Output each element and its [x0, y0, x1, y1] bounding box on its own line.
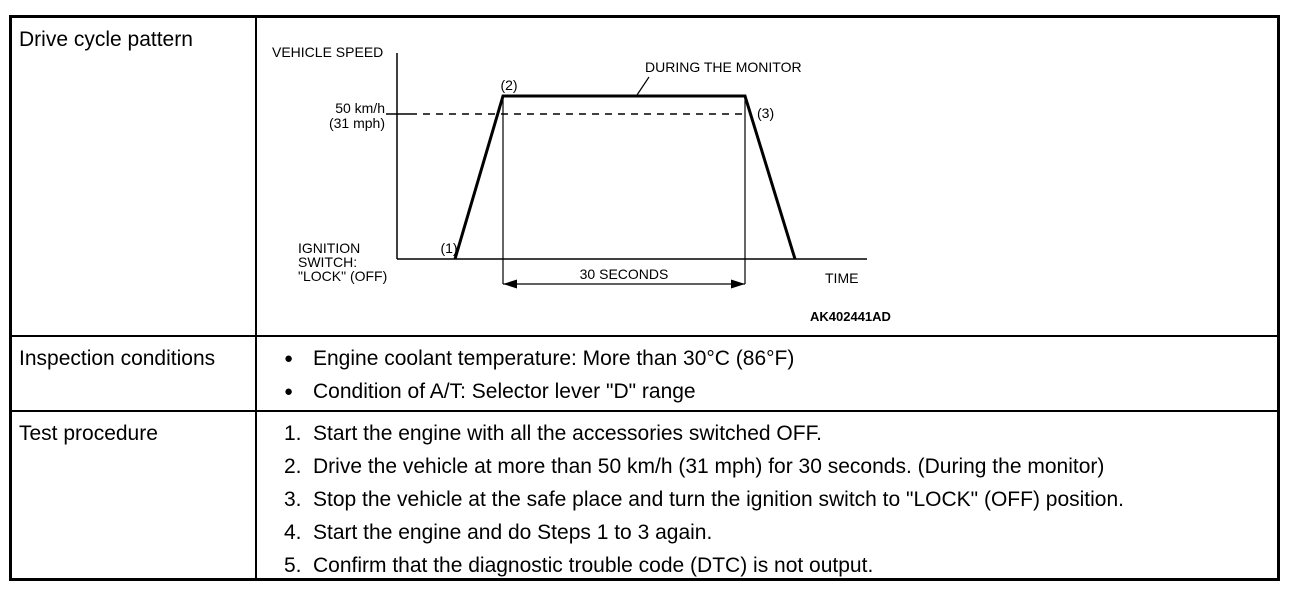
- test-procedure-list: 1. Start the engine with all the accesso…: [257, 412, 1277, 578]
- drive-cycle-table: Drive cycle pattern: [9, 15, 1280, 581]
- step-text: Drive the vehicle at more than 50 km/h (…: [313, 455, 1105, 478]
- y-axis-label: VEHICLE SPEED: [272, 44, 383, 60]
- duration-arrow-left-icon: [503, 279, 517, 289]
- monitor-label: DURING THE MONITOR: [645, 59, 802, 75]
- table-row-test-procedure: Test procedure 1. Start the engine with …: [12, 410, 1277, 578]
- speed-value-line2: (31 mph): [329, 115, 385, 131]
- point-2-label: (2): [500, 77, 517, 93]
- inspection-conditions-list: ● Engine coolant temperature: More than …: [257, 337, 1277, 410]
- step-text: Start the engine and do Steps 1 to 3 aga…: [313, 521, 713, 544]
- origin-label-line3: "LOCK" (OFF): [298, 268, 387, 284]
- speed-value-line1: 50 km/h: [335, 100, 385, 116]
- step-number: 5.: [284, 554, 302, 577]
- speed-profile-line: [453, 94, 797, 260]
- origin-label-line2: SWITCH:: [298, 254, 357, 270]
- inspection-condition-text: Engine coolant temperature: More than 30…: [313, 347, 795, 370]
- origin-label-line1: IGNITION: [298, 240, 360, 256]
- row-label-drive-cycle: Drive cycle pattern: [12, 18, 257, 335]
- step-text: Start the engine with all the accessorie…: [313, 422, 822, 445]
- bullet-icon: ●: [284, 350, 294, 367]
- row-label-inspection-conditions: Inspection conditions: [12, 337, 257, 410]
- drive-cycle-diagram-cell: VEHICLE SPEED 50 km/h (31 mph) DURING TH…: [257, 18, 1277, 335]
- duration-arrow-right-icon: [731, 279, 745, 289]
- step-number: 2.: [284, 455, 302, 478]
- figure-code: AK402441AD: [810, 309, 891, 324]
- monitor-leader-line: [636, 76, 650, 96]
- row-label-test-procedure: Test procedure: [12, 412, 257, 578]
- bullet-icon: ●: [284, 383, 294, 400]
- x-axis-label: TIME: [825, 270, 858, 286]
- step-text: Confirm that the diagnostic trouble code…: [313, 554, 874, 577]
- list-item: 1. Start the engine with all the accesso…: [257, 417, 1277, 450]
- drive-cycle-diagram: VEHICLE SPEED 50 km/h (31 mph) DURING TH…: [272, 44, 891, 324]
- list-item: 5. Confirm that the diagnostic trouble c…: [257, 549, 1277, 578]
- list-item: 2. Drive the vehicle at more than 50 km/…: [257, 450, 1277, 483]
- point-3-label: (3): [757, 105, 774, 121]
- inspection-condition-text: Condition of A/T: Selector lever "D" ran…: [313, 380, 696, 403]
- step-number: 1.: [284, 422, 302, 445]
- step-number: 3.: [284, 488, 302, 511]
- duration-label: 30 SECONDS: [580, 266, 669, 282]
- step-text: Stop the vehicle at the safe place and t…: [313, 488, 1124, 511]
- table-row-drive-cycle: Drive cycle pattern: [12, 18, 1277, 335]
- list-item: ● Condition of A/T: Selector lever "D" r…: [257, 375, 1277, 408]
- point-1-label: (1): [440, 240, 457, 256]
- list-item: 3. Stop the vehicle at the safe place an…: [257, 483, 1277, 516]
- table-row-inspection-conditions: Inspection conditions ● Engine coolant t…: [12, 335, 1277, 410]
- step-number: 4.: [284, 521, 302, 544]
- list-item: ● Engine coolant temperature: More than …: [257, 342, 1277, 375]
- list-item: 4. Start the engine and do Steps 1 to 3 …: [257, 516, 1277, 549]
